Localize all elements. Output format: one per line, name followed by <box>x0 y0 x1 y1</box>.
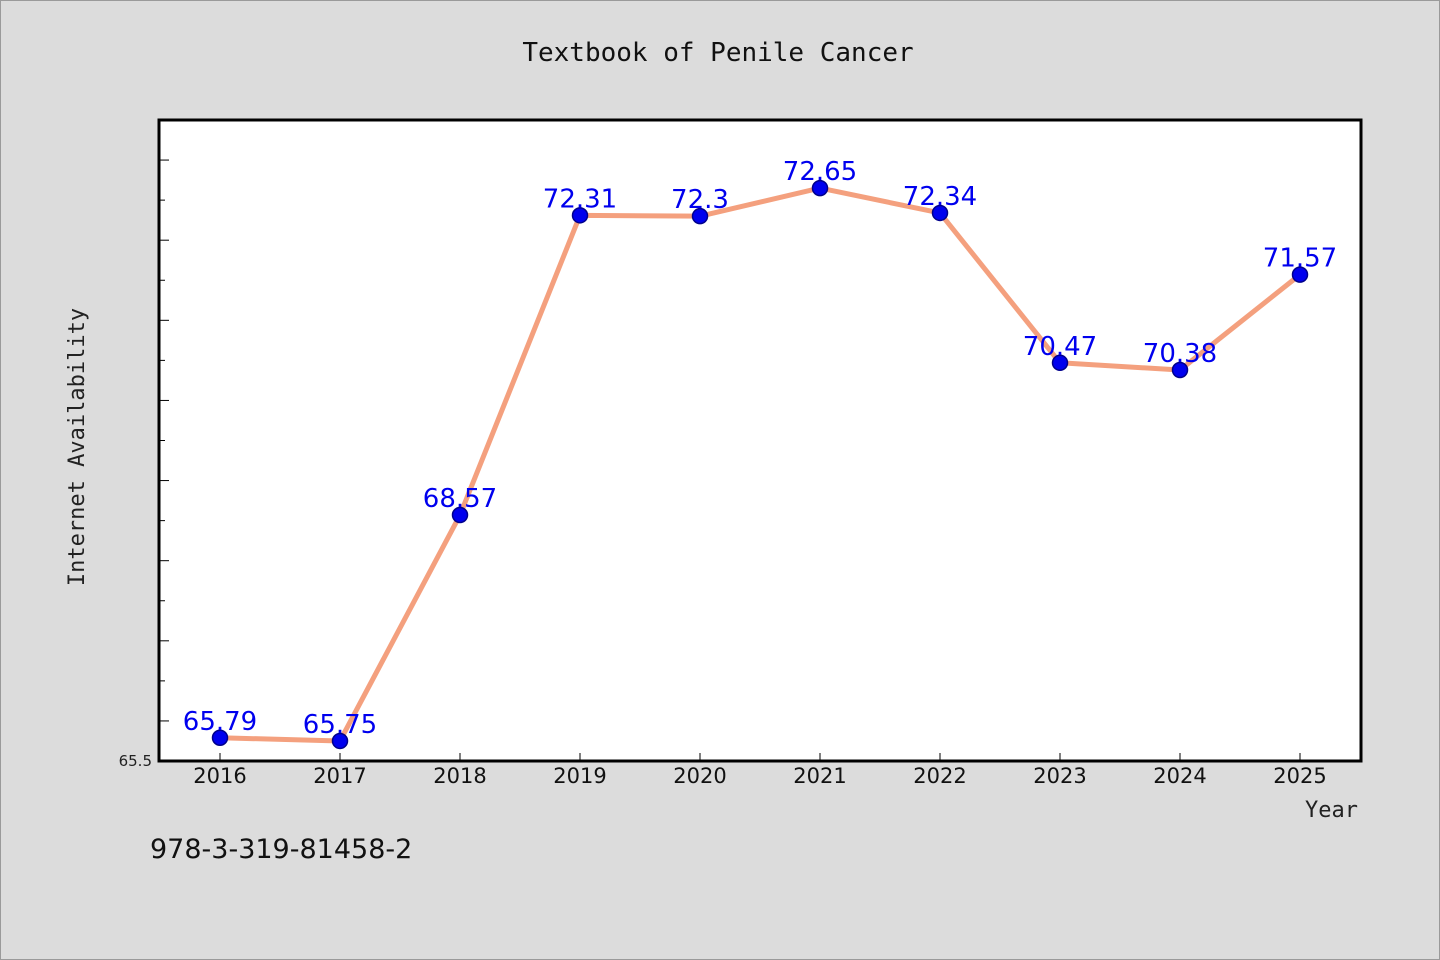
plot-area <box>157 118 1363 763</box>
data-point <box>451 506 469 524</box>
data-point <box>1171 361 1189 379</box>
x-tick-label: 2016 <box>193 764 246 788</box>
x-tick-label: 2023 <box>1033 764 1086 788</box>
data-label: 70.38 <box>1143 339 1217 369</box>
x-axis-ticks: 2016 2017 2018 2019 2020 2021 2022 2023 2024 2025 <box>193 753 1327 788</box>
data-label: 70.47 <box>1023 332 1097 362</box>
data-label: 72.3 <box>671 185 729 215</box>
y-axis-label: Internet Availability <box>65 308 90 586</box>
y-tick-label: 65.5 <box>119 752 152 770</box>
data-point <box>931 204 949 222</box>
x-tick-label: 2020 <box>673 764 726 788</box>
x-tick-label: 2021 <box>793 764 846 788</box>
data-label: 72.34 <box>903 182 977 212</box>
data-labels: 65.79 65.75 68.57 72.31 72.3 72.65 72.34 70.47 7… <box>183 157 1337 740</box>
x-tick-label: 2022 <box>913 764 966 788</box>
data-label: 65.79 <box>183 707 257 737</box>
data-point <box>811 179 829 197</box>
chart-title: Textbook of Penile Cancer <box>522 38 913 68</box>
x-tick-label: 2025 <box>1273 764 1326 788</box>
data-label: 71.57 <box>1263 244 1337 274</box>
data-point <box>211 729 229 747</box>
x-tick-label: 2017 <box>313 764 366 788</box>
data-label: 72.31 <box>543 184 617 214</box>
data-label: 68.57 <box>423 484 497 514</box>
y-axis-ticks: 65.5 <box>119 159 169 770</box>
data-point <box>691 207 709 225</box>
data-point <box>1051 354 1069 372</box>
x-axis-label: Year <box>1305 798 1358 823</box>
data-point <box>571 207 589 224</box>
data-point <box>1291 266 1309 283</box>
data-label: 72.65 <box>783 157 857 187</box>
x-tick-label: 2018 <box>433 764 486 788</box>
series-line <box>217 185 1303 744</box>
data-label: 65.75 <box>303 710 377 740</box>
data-point <box>331 732 349 750</box>
isbn-text: 978-3-319-81458-2 <box>150 834 413 865</box>
x-tick-label: 2024 <box>1153 764 1206 788</box>
data-markers <box>211 179 1309 750</box>
x-tick-label: 2019 <box>553 764 606 788</box>
